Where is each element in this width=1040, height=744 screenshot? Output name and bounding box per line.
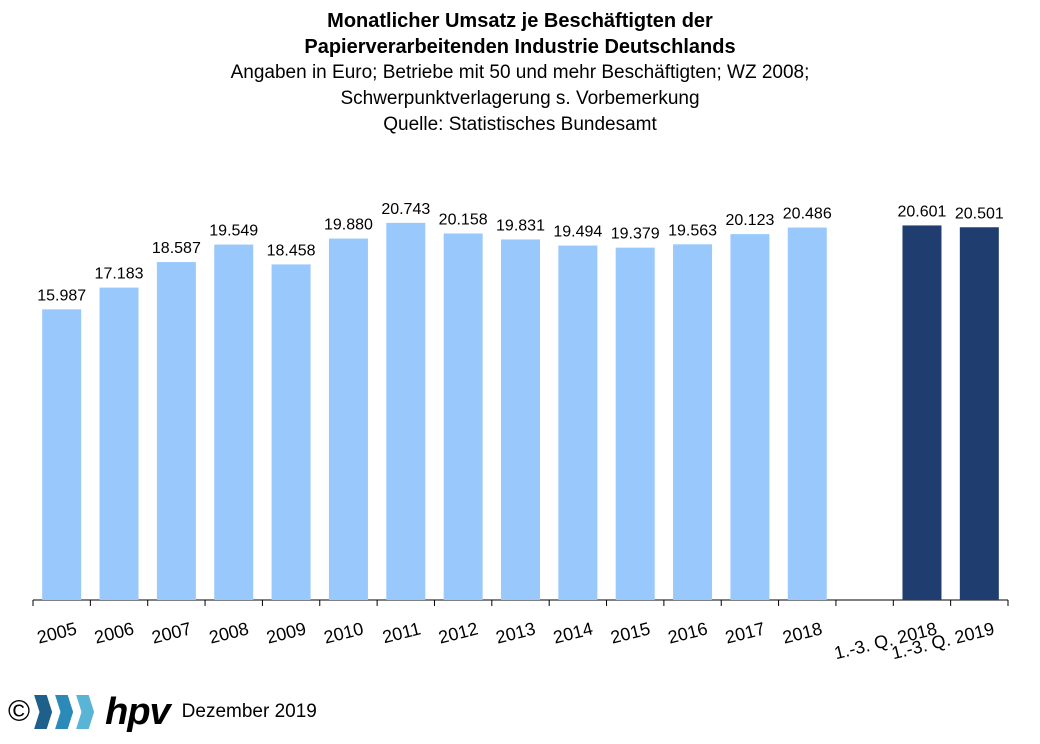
bar (902, 225, 942, 600)
x-tick-label: 2016 (666, 618, 710, 647)
x-tick-label: 2017 (723, 618, 767, 647)
bar (730, 234, 770, 601)
x-tick-label: 2009 (264, 618, 308, 647)
x-tick-label: 2012 (436, 618, 480, 647)
footer: © hpv Dezember 2019 (8, 690, 317, 734)
chart-title-line-2: Papierverarbeitenden Industrie Deutschla… (304, 36, 736, 58)
data-label: 15.987 (37, 287, 86, 304)
data-label: 17.183 (95, 266, 144, 283)
bar (673, 244, 713, 601)
data-label: 19.494 (553, 224, 602, 241)
data-label: 20.158 (439, 211, 488, 228)
chart-title-line-1: Monatlicher Umsatz je Beschäftigten der (327, 10, 713, 32)
x-tick-label: 2015 (608, 618, 652, 647)
chart-subtitle-line-1: Angaben in Euro; Betriebe mit 50 und meh… (230, 62, 810, 83)
bar (615, 247, 655, 600)
bar (42, 309, 82, 600)
bar (501, 239, 540, 600)
chart-subtitle-line-3: Quelle: Statistisches Bundesamt (383, 114, 657, 135)
chart-subtitle-line-2: Schwerpunktverlagerung s. Vorbemerkung (340, 88, 700, 109)
data-label: 20.123 (725, 212, 774, 229)
bar (558, 245, 598, 600)
data-label: 18.587 (152, 240, 201, 257)
hpv-logo-text: hpv (105, 691, 171, 733)
bar (787, 227, 827, 600)
hpv-logo-icon (34, 695, 97, 729)
bar-chart: 15.987 2005 17.183 2006 18.587 2007 19.549 2008… (32, 201, 1009, 663)
bar (328, 238, 368, 600)
data-label: 20.601 (898, 203, 947, 220)
bar (959, 227, 999, 600)
data-label: 20.743 (381, 201, 430, 218)
x-tick-label: 2006 (92, 618, 136, 647)
bar (443, 233, 483, 600)
data-label: 19.880 (324, 217, 373, 234)
bar (271, 264, 311, 600)
logo-stripe-1 (34, 695, 53, 729)
data-label: 19.831 (496, 217, 545, 234)
x-tick-label: 2007 (150, 618, 194, 647)
data-label: 18.458 (267, 242, 316, 259)
data-label: 19.549 (209, 223, 258, 240)
data-label: 20.501 (955, 205, 1004, 222)
x-tick-label: 2013 (494, 618, 538, 647)
bar (156, 262, 196, 600)
data-label: 19.379 (611, 226, 660, 243)
logo-stripe-3 (76, 695, 95, 729)
bar (214, 244, 254, 600)
x-tick-label: 2011 (380, 618, 422, 647)
x-tick-label: 2010 (322, 618, 366, 647)
logo-stripe-2 (55, 695, 74, 729)
x-tick-label: 2005 (35, 618, 79, 647)
footer-date: Dezember 2019 (181, 701, 317, 722)
data-label: 20.486 (783, 206, 832, 223)
x-tick-label: 2014 (551, 618, 595, 647)
bar (99, 287, 139, 600)
chart-header: Monatlicher Umsatz je Beschäftigten der … (0, 8, 1040, 138)
data-label: 19.563 (668, 222, 717, 239)
copyright-symbol: © (8, 695, 31, 728)
x-tick-label: 2018 (781, 618, 825, 647)
bar (386, 222, 426, 600)
x-tick-label: 2008 (207, 618, 251, 647)
